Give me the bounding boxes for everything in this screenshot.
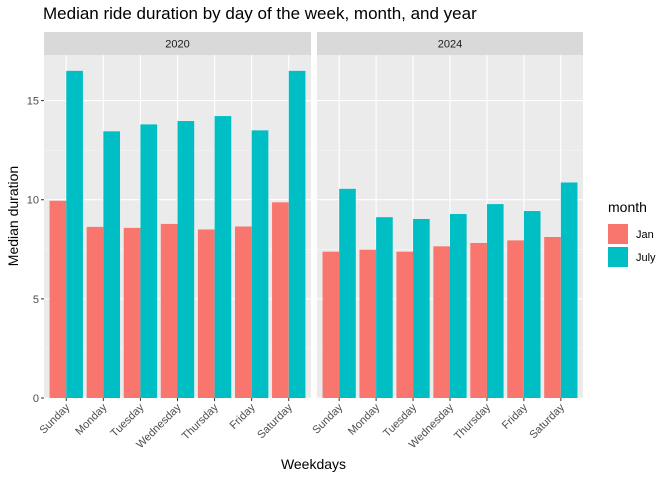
bar-2024-jan-friday	[507, 240, 524, 398]
x-tick-label: Saturday	[527, 401, 567, 441]
bar-2024-july-friday	[524, 211, 541, 398]
x-tick-label: Tuesday	[108, 401, 146, 439]
bar-2024-july-sunday	[339, 189, 356, 398]
bar-2020-jan-wednesday	[161, 224, 178, 398]
bar-2024-jan-thursday	[470, 243, 487, 398]
bar-2024-jan-tuesday	[396, 252, 413, 398]
y-axis-ticks: 0 5 10 15	[27, 96, 44, 405]
x-tick-label: Thursday	[452, 401, 493, 442]
x-tick-label: Friday	[228, 401, 258, 431]
legend-swatch	[608, 224, 628, 244]
bar-2020-jan-thursday	[198, 229, 215, 398]
bar-2020-jan-tuesday	[124, 228, 141, 398]
bar-2024-july-monday	[376, 217, 393, 398]
legend-label: Jan	[636, 229, 654, 241]
y-axis-title: Median duration	[5, 166, 21, 266]
x-tick-label: Monday	[346, 401, 383, 438]
bar-2024-jan-wednesday	[433, 246, 450, 398]
legend-item-jan: Jan	[608, 224, 654, 244]
x-tick-label: Saturday	[255, 401, 295, 441]
bar-2024-jan-monday	[359, 250, 376, 398]
y-tick-label: 5	[33, 294, 39, 306]
bar-2020-july-saturday	[289, 71, 306, 398]
facet-panels: 2020 Sunday Monday TuesdayWednesdayThursday…	[27, 32, 583, 451]
x-tick-label: Friday	[500, 401, 530, 431]
bar-2024-july-tuesday	[413, 219, 430, 398]
bar-2024-jan-saturday	[544, 237, 561, 398]
x-tick-label: Tuesday	[381, 401, 419, 439]
chart-title: Median ride duration by day of the week,…	[43, 4, 477, 23]
bar-2020-jan-friday	[235, 227, 252, 399]
bar-2024-july-wednesday	[450, 214, 467, 398]
x-tick-label: Thursday	[180, 401, 221, 442]
bar-2020-jan-sunday	[50, 201, 67, 398]
legend: month Jan July	[608, 199, 656, 267]
bar-2020-july-friday	[252, 130, 269, 398]
y-tick-label: 10	[27, 195, 39, 207]
bar-2020-july-thursday	[215, 116, 232, 398]
facet-panel-2020: 2020 Sunday Monday TuesdayWednesdayThursday…	[27, 32, 311, 451]
bar-2020-july-wednesday	[178, 121, 195, 398]
bar-2020-july-tuesday	[140, 124, 157, 398]
bar-2024-july-thursday	[487, 204, 504, 398]
legend-title: month	[608, 199, 647, 215]
x-axis-title: Weekdays	[281, 456, 346, 472]
bar-2024-jan-sunday	[323, 252, 340, 398]
y-tick-label: 0	[33, 393, 39, 405]
legend-label: July	[636, 252, 656, 264]
bar-2024-july-saturday	[561, 182, 578, 398]
x-tick-label: Monday	[73, 401, 110, 438]
legend-item-july: July	[608, 247, 656, 267]
bar-2020-jan-monday	[87, 227, 104, 398]
bar-2020-jan-saturday	[272, 202, 289, 398]
x-tick-label: Sunday	[310, 401, 345, 436]
facet-strip-label: 2020	[165, 39, 189, 51]
x-tick-label: Sunday	[38, 401, 73, 436]
bar-2020-july-monday	[103, 131, 120, 398]
facet-strip-label: 2024	[438, 39, 462, 51]
facet-panel-2024: 2024 Sunday MondayTuesdayWednesdayThursday…	[310, 32, 583, 451]
bar-2020-july-sunday	[66, 71, 83, 398]
y-tick-label: 15	[27, 96, 39, 108]
legend-swatch	[608, 247, 628, 267]
